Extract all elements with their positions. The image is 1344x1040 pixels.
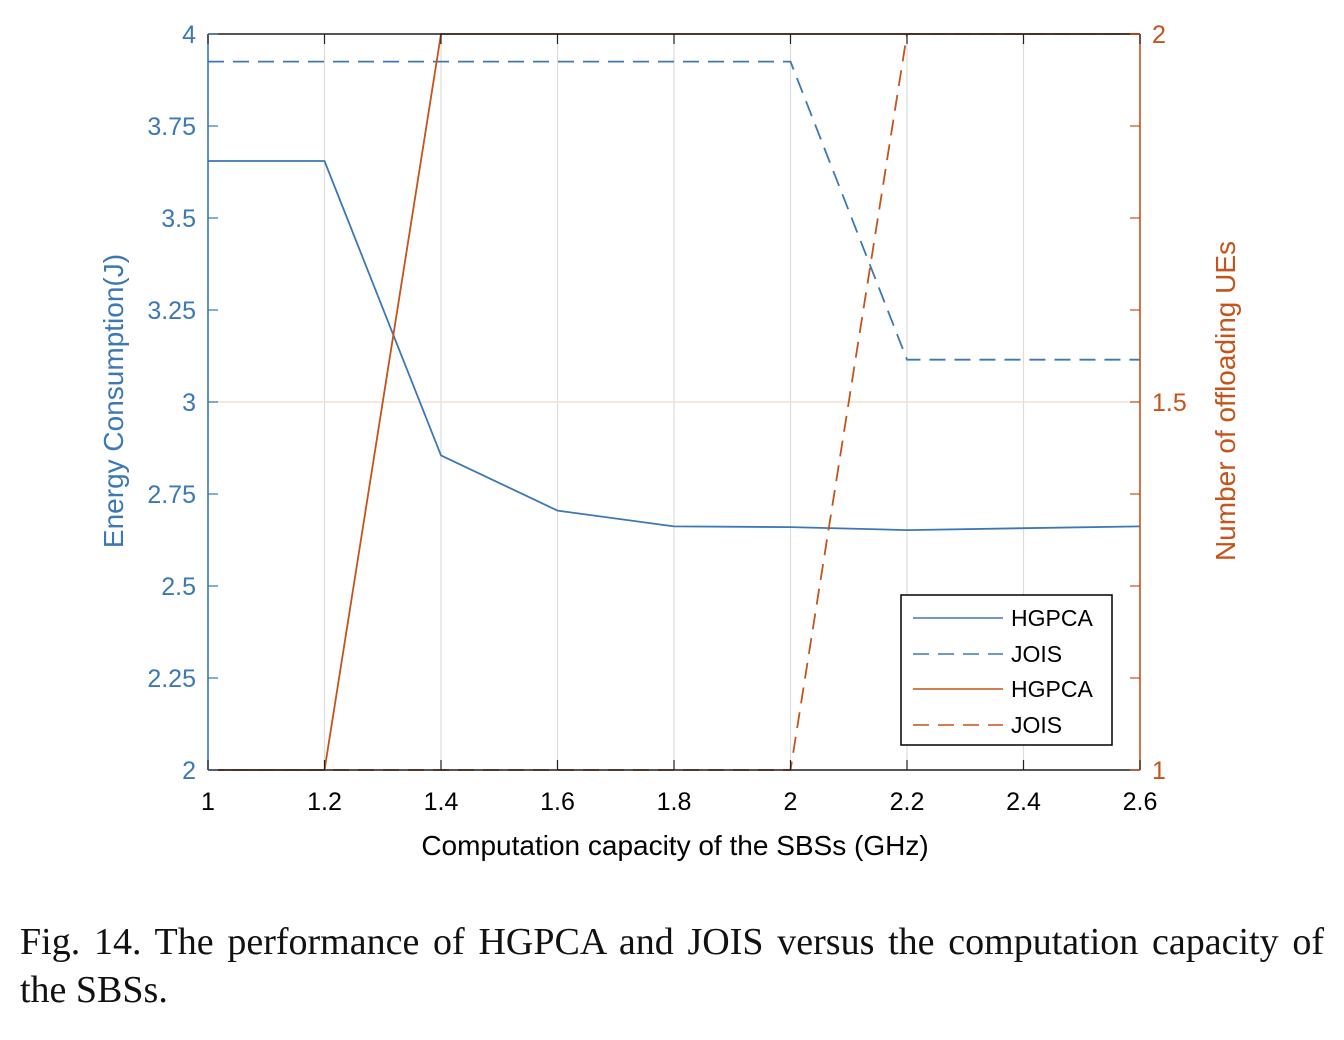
right-y-axis-label: Number of offloading UEs [1210,241,1241,561]
left-y-tick-label-8: 4 [182,21,196,49]
ticks: 1 1.2 1.4 1.6 1.8 2 2.2 2.4 2.6 2 2.25 2.5 2.75 3 3.25… [147,21,1186,816]
legend-label-hgpca-offloading: HGPCA [1011,676,1093,702]
legend: HGPCA JOIS HGPCA JOIS [900,594,1113,746]
x-tick-label-8: 2.6 [1123,788,1158,816]
dual-axis-line-chart: 1 1.2 1.4 1.6 1.8 2 2.2 2.4 2.6 2 2.25 2.5 2.75 3 3.25… [98,21,1241,861]
x-tick-label-5: 2 [784,788,798,816]
legend-label-hgpca-energy: HGPCA [1011,605,1093,631]
x-tick-label-7: 2.4 [1006,788,1041,816]
left-y-tick-label-2: 2.5 [161,573,196,601]
left-y-tick-label-3: 2.75 [147,481,196,509]
left-y-tick-label-5: 3.25 [147,297,196,325]
series-line-jois-energy [208,60,1140,361]
legend-box [900,594,1113,746]
left-y-tick-label-0: 2 [182,757,196,785]
left-y-tick-label-6: 3.5 [161,205,196,233]
x-axis-label: Computation capacity of the SBSs (GHz) [421,830,928,861]
left-y-tick-label-1: 2.25 [147,665,196,693]
legend-label-jois-energy: JOIS [1011,641,1062,667]
x-tick-label-1: 1.2 [307,788,342,816]
right-y-tick-label-1: 1.5 [1152,389,1187,417]
series-line-hgpca-energy [208,160,1141,531]
right-y-tick-label-0: 1 [1152,757,1166,785]
x-tick-label-2: 1.4 [424,788,459,816]
left-y-tick-label-7: 3.75 [147,113,196,141]
right-y-tick-label-2: 2 [1152,21,1166,49]
left-y-axis-label: Energy Consumption(J) [98,254,129,548]
x-tick-label-4: 1.8 [657,788,692,816]
x-tick-label-3: 1.6 [540,788,575,816]
left-y-tick-label-4: 3 [182,389,196,417]
legend-label-jois-offloading: JOIS [1011,712,1062,738]
figure-caption: Fig. 14. The performance of HGPCA and JO… [20,921,1324,1011]
x-tick-label-0: 1 [201,788,215,816]
x-tick-label-6: 2.2 [890,788,925,816]
